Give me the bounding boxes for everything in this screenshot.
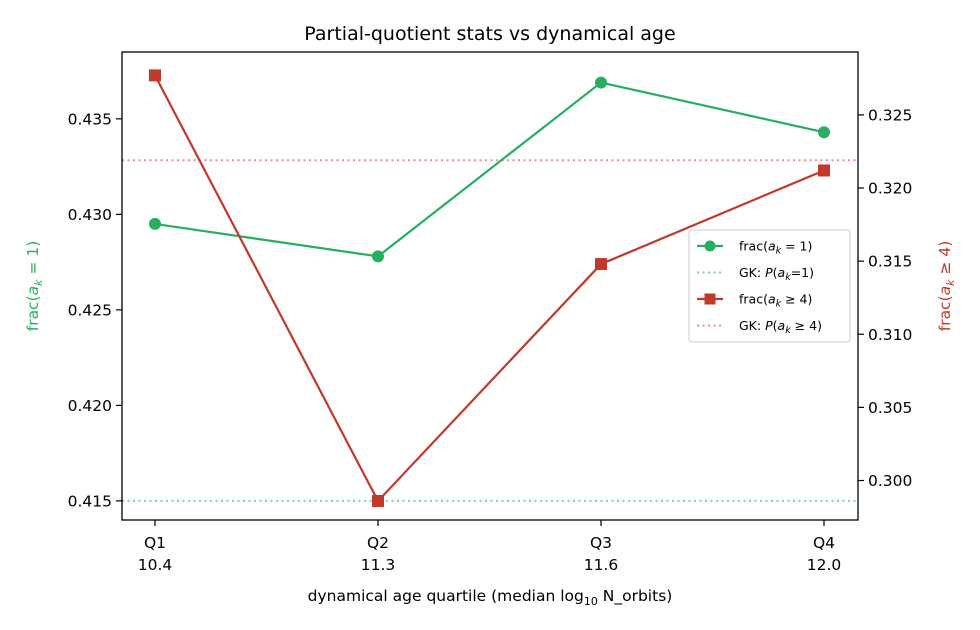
left-y-tick-label-4: 0.435 — [68, 110, 112, 128]
x-tick-value-0: 10.4 — [138, 556, 173, 574]
legend-label-3: GK: P(ak ≥ 4) — [739, 318, 822, 336]
reference-lines — [122, 159, 858, 502]
x-axis-label: dynamical age quartile (median log10 N_o… — [308, 587, 673, 608]
x-tick-label-0: Q1 — [144, 534, 166, 552]
x-tick-label-2: Q3 — [590, 534, 612, 552]
left-label-pre: frac( — [24, 295, 42, 331]
series-0-point-2 — [595, 76, 607, 89]
series-1-point-0 — [149, 69, 161, 82]
legend-label-2: frac(ak ≥ 4) — [739, 292, 812, 310]
right-label-sub: k — [944, 279, 957, 286]
legend-box — [688, 229, 851, 343]
x-axis: Q1 10.4 Q2 11.3 Q3 11.6 Q4 12.0 — [138, 520, 842, 574]
right-y-axis-label: frac(ak ≥ 4) — [936, 241, 957, 332]
series-line-1 — [154, 74, 825, 503]
right-y-tick-label-4: 0.320 — [868, 180, 912, 198]
series-0-point-0 — [149, 217, 161, 230]
x-tick-label-3: Q4 — [813, 534, 835, 552]
right-label-post: ≥ 4) — [936, 241, 954, 280]
left-y-tick-label-0: 0.415 — [68, 492, 112, 510]
left-label-sub: k — [32, 279, 45, 286]
series-0-point-1 — [372, 250, 384, 263]
legend: frac(ak = 1) GK: P(ak=1) frac(ak ≥ 4) GK: P… — [688, 229, 851, 343]
x-tick-label-1: Q2 — [367, 534, 389, 552]
plot-frame — [121, 51, 859, 521]
right-y-tick-label-5: 0.325 — [868, 106, 912, 124]
left-label-post: = 1) — [24, 241, 42, 280]
left-y-tick-label-2: 0.425 — [68, 301, 112, 319]
legend-label-0: frac(ak = 1) — [739, 239, 812, 257]
x-axis-label-tail: N_orbits) — [598, 587, 672, 606]
x-axis-label-main: dynamical age quartile (median log — [308, 587, 584, 605]
x-tick-value-3: 12.0 — [807, 556, 842, 574]
legend-marker-0 — [704, 240, 716, 252]
series-1-point-2 — [595, 258, 607, 271]
right-label-var: a — [936, 286, 954, 296]
svg-text:frac(ak ≥ 4): frac(ak ≥ 4) — [936, 241, 957, 332]
series-layer — [149, 69, 830, 507]
series-1-point-3 — [818, 164, 830, 177]
x-tick-value-1: 11.3 — [361, 556, 396, 574]
right-label-pre: frac( — [936, 295, 954, 331]
chart-title: Partial-quotient stats vs dynamical age — [304, 23, 675, 45]
legend-marker-2 — [704, 293, 716, 305]
right-y-tick-label-3: 0.315 — [868, 253, 912, 271]
svg-text:frac(ak = 1): frac(ak = 1) — [24, 241, 45, 332]
left-y-axis-label: frac(ak = 1) — [24, 241, 45, 332]
left-label-var: a — [24, 286, 42, 296]
x-tick-value-2: 11.6 — [584, 556, 619, 574]
right-y-axis: 0.300 0.305 0.310 0.315 0.320 0.325 — [858, 106, 912, 490]
legend-label-1: GK: P(ak=1) — [739, 265, 814, 283]
right-y-tick-label-2: 0.310 — [868, 326, 912, 344]
series-0-point-3 — [818, 126, 830, 139]
left-y-tick-label-3: 0.430 — [68, 206, 112, 224]
series-1-point-1 — [372, 494, 384, 507]
right-y-tick-label-1: 0.305 — [868, 399, 912, 417]
x-axis-label-subscript: 10 — [584, 595, 598, 608]
left-y-axis: 0.415 0.420 0.425 0.430 0.435 — [68, 110, 122, 510]
left-y-tick-label-1: 0.420 — [68, 397, 112, 415]
right-y-tick-label-0: 0.300 — [868, 472, 912, 490]
series-line-0 — [154, 81, 825, 258]
